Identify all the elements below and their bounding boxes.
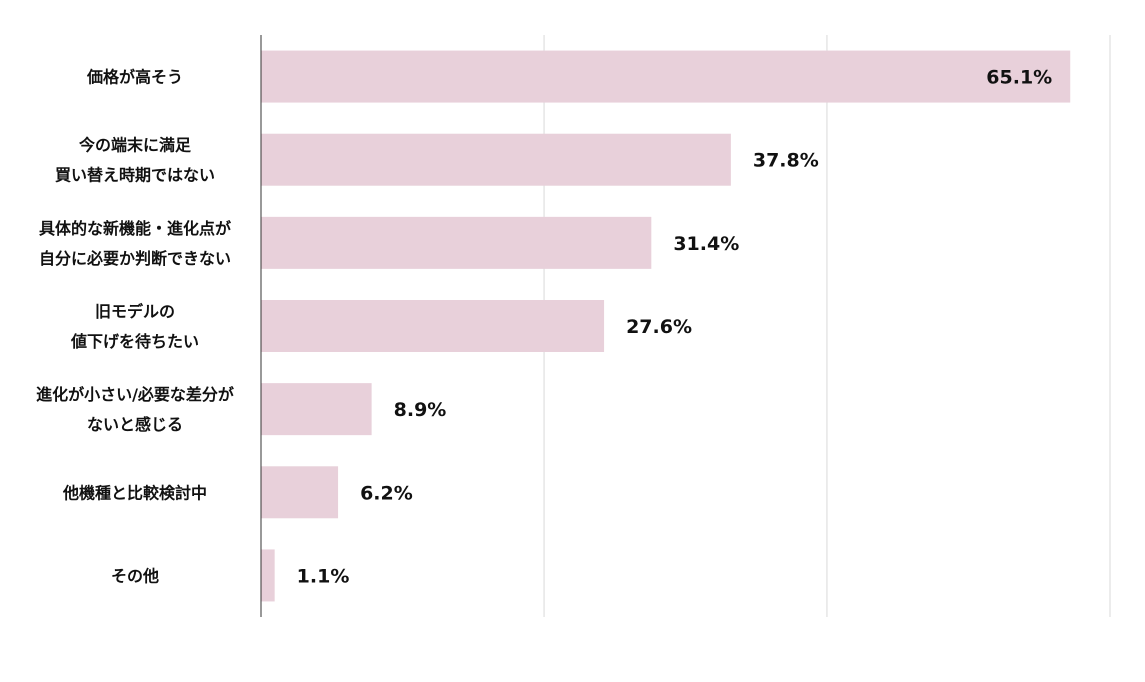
data-label: 6.2% <box>360 482 413 504</box>
category-label: 他機種と比較検討中 <box>62 483 207 502</box>
category-label: 今の端末に満足 <box>78 136 192 155</box>
data-label: 65.1% <box>986 67 1052 89</box>
bar <box>261 50 1071 103</box>
data-label: 8.9% <box>394 399 447 421</box>
bar <box>261 133 731 186</box>
category-label: 進化が小さい/必要な差分が <box>36 385 234 404</box>
category-label: 価格が高そう <box>86 68 183 87</box>
category-label: その他 <box>111 566 159 585</box>
category-label: 自分に必要か判断できない <box>39 249 231 268</box>
category-label: 買い替え時期ではない <box>55 166 215 185</box>
bar <box>261 383 372 436</box>
data-label: 37.8% <box>753 150 819 172</box>
data-label: 31.4% <box>673 233 739 255</box>
bar <box>261 300 605 352</box>
category-label: ないと感じる <box>87 415 183 434</box>
data-label: 1.1% <box>297 565 350 587</box>
bar <box>261 216 652 269</box>
category-label: 具体的な新機能・進化点が <box>39 219 231 238</box>
category-label: 値下げを待ちたい <box>70 332 199 351</box>
data-label: 27.6% <box>626 316 692 338</box>
bar <box>261 549 275 602</box>
bar <box>261 466 339 519</box>
category-label: 旧モデルの <box>95 302 175 321</box>
